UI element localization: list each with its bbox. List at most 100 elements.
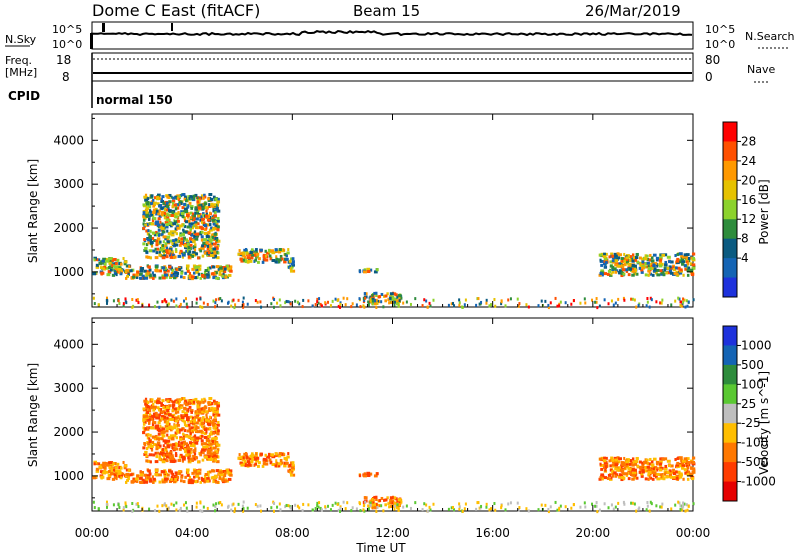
velocity-cell xyxy=(256,464,260,468)
power-cell xyxy=(637,303,640,307)
velocity-cell xyxy=(215,502,218,506)
power-cell xyxy=(143,238,146,242)
velocity-cell xyxy=(185,506,188,510)
velocity-cell xyxy=(153,405,157,409)
power-cell xyxy=(485,298,488,302)
velocity-cell xyxy=(93,460,98,464)
power-cell xyxy=(105,259,110,263)
velocity-cell xyxy=(119,476,123,480)
velocity-cell xyxy=(676,470,681,474)
power-cell xyxy=(193,230,197,234)
power-cell xyxy=(602,255,607,259)
velocity-cell xyxy=(625,460,630,464)
power-cell xyxy=(645,304,648,308)
velocity-cell xyxy=(192,398,196,402)
power-cell xyxy=(277,250,282,254)
velocity-cell xyxy=(164,411,167,415)
velocity-cell xyxy=(608,459,611,463)
velocity-cell xyxy=(112,462,115,466)
velocity-cell xyxy=(646,461,650,465)
power-cell xyxy=(174,243,179,247)
velocity-cell xyxy=(556,508,559,512)
power-cell xyxy=(464,298,467,302)
velocity-cell xyxy=(384,498,388,502)
power-cell xyxy=(160,206,164,210)
power-cell xyxy=(148,214,151,218)
power-cell xyxy=(690,256,694,260)
velocity-cell xyxy=(618,473,622,477)
velocity-cell xyxy=(196,415,200,419)
velocity-cell xyxy=(182,397,186,401)
velocity-cell xyxy=(184,413,189,417)
velocity-cell xyxy=(461,509,464,513)
power-cell xyxy=(158,253,162,257)
power-cell xyxy=(166,229,169,233)
velocity-cell xyxy=(350,509,353,513)
power-cell xyxy=(98,261,103,265)
velocity-cell xyxy=(369,472,373,476)
power-cell xyxy=(146,232,150,236)
velocity-cell xyxy=(202,445,207,449)
velocity-cell xyxy=(683,468,687,472)
velocity-cell xyxy=(423,502,426,506)
velocity-cell xyxy=(221,478,224,482)
velocity-cell xyxy=(209,457,214,461)
velocity-cell xyxy=(211,408,216,412)
velocity-cell xyxy=(141,478,145,482)
power-cell xyxy=(458,301,461,305)
power-cell xyxy=(177,198,180,202)
power-cell xyxy=(183,202,187,206)
velocity-cell xyxy=(213,456,217,460)
power-cell xyxy=(199,249,203,253)
nsearch-label: N.Search xyxy=(745,30,795,43)
power-cell xyxy=(200,230,204,234)
velocity-cell xyxy=(393,507,396,511)
colorbar-swatch xyxy=(723,345,737,366)
velocity-cell xyxy=(115,477,118,481)
power-cell xyxy=(195,217,199,221)
power-cell xyxy=(271,259,276,263)
velocity-cell xyxy=(604,468,607,472)
power-cell xyxy=(145,243,149,247)
velocity-cell xyxy=(617,501,620,505)
power-cell xyxy=(388,301,391,305)
velocity-cell xyxy=(283,464,287,468)
velocity-cell xyxy=(190,479,195,483)
power-cell xyxy=(667,271,671,275)
velocity-cell xyxy=(629,471,632,475)
power-cell xyxy=(250,256,254,260)
power-cell xyxy=(175,267,178,271)
velocity-cell xyxy=(152,402,155,406)
velocity-cell xyxy=(633,468,637,472)
velocity-cell xyxy=(686,473,690,477)
power-cell xyxy=(190,222,195,226)
velocity-cell xyxy=(187,423,191,427)
velocity-cell xyxy=(234,507,237,511)
velocity-cell xyxy=(144,412,149,416)
power-cell xyxy=(184,220,189,224)
velocity-cell xyxy=(213,418,217,422)
power-cell xyxy=(161,230,166,234)
velocity-cell xyxy=(212,413,215,417)
velocity-cell xyxy=(168,417,171,421)
velocity-cell xyxy=(635,509,638,513)
velocity-cell xyxy=(668,473,673,477)
velocity-cell xyxy=(179,506,182,510)
velocity-cell xyxy=(242,507,245,511)
velocity-cell xyxy=(158,509,161,513)
power-cell xyxy=(666,255,671,259)
velocity-cell xyxy=(114,471,118,475)
power-cell xyxy=(184,271,187,275)
velocity-cell xyxy=(110,470,114,474)
velocity-cell xyxy=(570,506,573,510)
velocity-cell xyxy=(602,466,607,470)
power-cell xyxy=(268,254,272,258)
power-cell xyxy=(614,259,619,263)
velocity-cell xyxy=(182,432,185,436)
power-cell xyxy=(146,207,149,211)
velocity-cell xyxy=(291,464,295,468)
velocity-cell xyxy=(214,440,219,444)
velocity-cell xyxy=(113,466,116,470)
power-cell xyxy=(197,256,200,260)
